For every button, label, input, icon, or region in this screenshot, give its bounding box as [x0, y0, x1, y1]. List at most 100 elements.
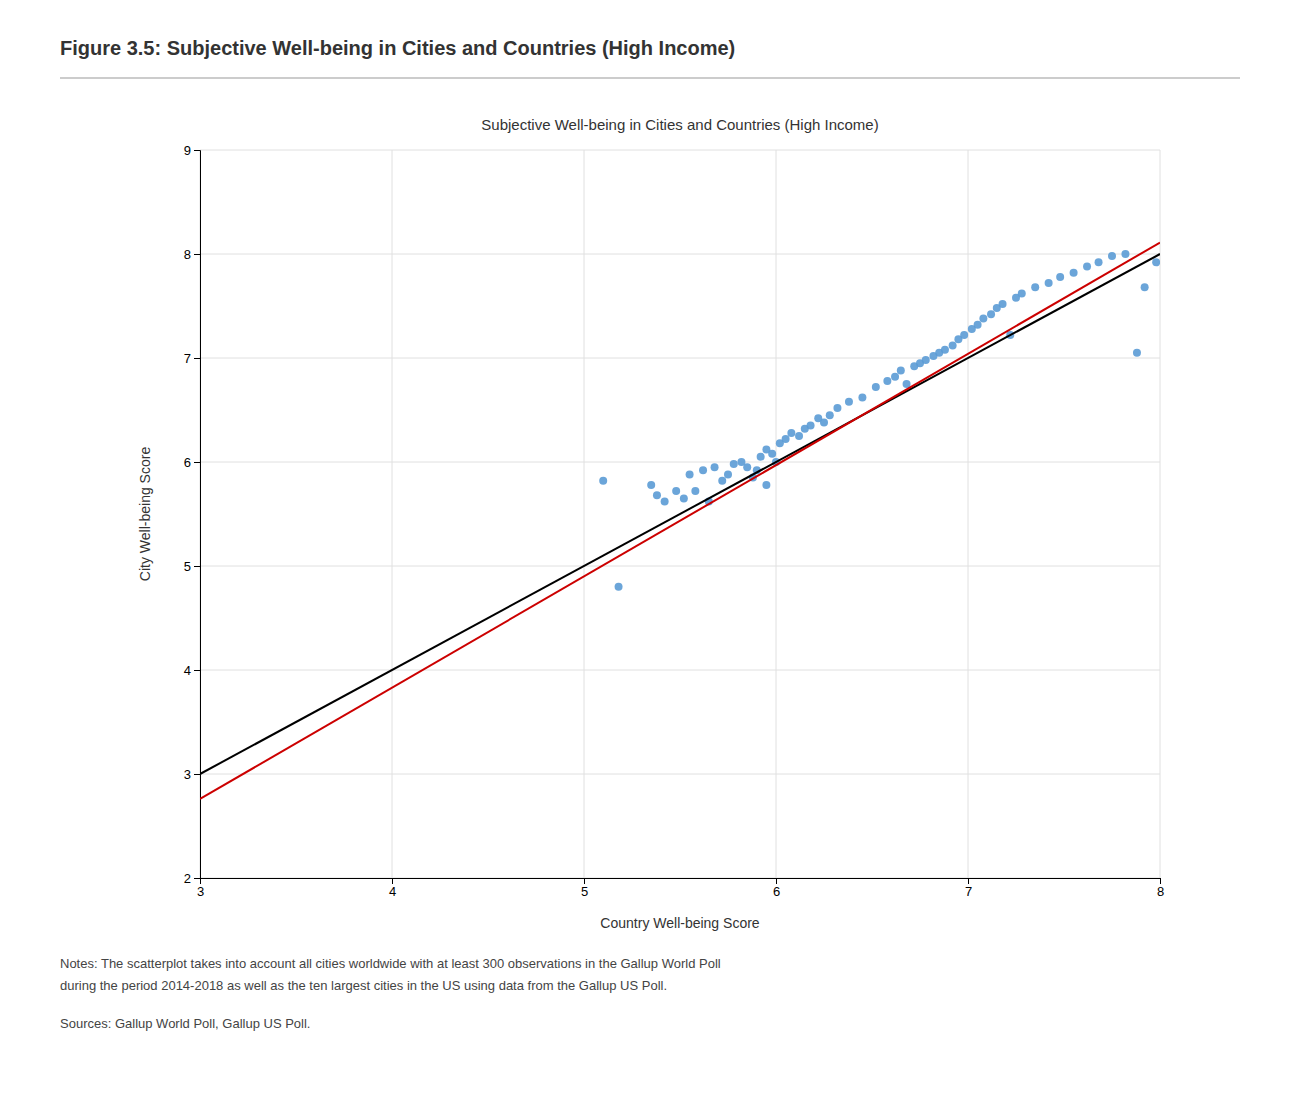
annotation: during the period 2014-2018 as well as t…: [60, 978, 667, 993]
point: [661, 498, 669, 506]
grid-line-y: [200, 462, 1160, 463]
figure-title: Figure 3.5: Subjective Well-being in Cit…: [60, 37, 735, 59]
tick-label: 6: [184, 455, 191, 470]
grid-line-x: [776, 150, 777, 878]
tick-label: 3: [197, 884, 204, 899]
tick-label: 4: [389, 884, 396, 899]
point: [845, 398, 853, 406]
point: [718, 477, 726, 485]
tick-label: 6: [773, 884, 780, 899]
tick: 7: [965, 878, 972, 899]
point: [858, 394, 866, 402]
point: [1108, 252, 1116, 260]
axis-line: [201, 879, 1161, 885]
tick: 6: [773, 878, 780, 899]
point: [768, 450, 776, 458]
point: [820, 418, 828, 426]
tick-mark: [392, 878, 393, 884]
point: [762, 481, 770, 489]
point: [787, 429, 795, 437]
tick-label: 3: [184, 767, 191, 782]
tick-label: 9: [184, 143, 191, 158]
tick-label: 4: [184, 663, 191, 678]
point: [1031, 283, 1039, 291]
point: [672, 487, 680, 495]
point: [1056, 273, 1064, 281]
point: [999, 300, 1007, 308]
point: [691, 487, 699, 495]
grid-line-y: [200, 566, 1160, 567]
tick-mark: [194, 566, 200, 567]
grid-line-y: [200, 358, 1160, 359]
point: [730, 460, 738, 468]
tick-mark: [194, 254, 200, 255]
point: [686, 470, 694, 478]
tick-mark: [584, 878, 585, 884]
point: [974, 321, 982, 329]
tick: 7: [184, 351, 200, 366]
point: [891, 373, 899, 381]
tick: 8: [184, 247, 200, 262]
tick: 5: [184, 559, 200, 574]
y-axis: 23456789: [184, 143, 201, 886]
tick: 6: [184, 455, 200, 470]
tick: 4: [184, 663, 200, 678]
tick-mark: [1160, 878, 1161, 884]
tick: 5: [581, 878, 588, 899]
axis-line: [194, 151, 201, 879]
tick-label: 8: [184, 247, 191, 262]
point: [711, 463, 719, 471]
grid-line-y: [200, 774, 1160, 775]
point: [757, 453, 765, 461]
tick-label: 5: [581, 884, 588, 899]
point: [1141, 283, 1149, 291]
point: [1070, 269, 1078, 277]
grid-line-y: [200, 150, 1160, 151]
point: [897, 366, 905, 374]
point: [872, 383, 880, 391]
grid: [200, 150, 1160, 878]
point: [699, 466, 707, 474]
point: [615, 583, 623, 591]
chart-title: Subjective Well-being in Cities and Coun…: [481, 116, 878, 133]
point: [1095, 258, 1103, 266]
grid-line-x: [968, 150, 969, 878]
point: [599, 477, 607, 485]
point: [922, 356, 930, 364]
point: [949, 342, 957, 350]
tick: 4: [389, 878, 396, 899]
point: [883, 377, 891, 385]
tick: 3: [197, 878, 204, 899]
tick-mark: [194, 774, 200, 775]
y-axis-label: City Well-being Score: [137, 447, 153, 582]
grid-line-x: [392, 150, 393, 878]
tick-mark: [776, 878, 777, 884]
tick-label: 8: [1157, 884, 1164, 899]
tick-mark: [194, 150, 200, 151]
annotation: Sources: Gallup World Poll, Gallup US Po…: [60, 1016, 310, 1031]
x-axis: 3 4 5 6 7 8: [197, 878, 1164, 899]
tick-mark: [194, 358, 200, 359]
point: [960, 331, 968, 339]
point: [647, 481, 655, 489]
tick-mark: [194, 878, 200, 879]
point: [1045, 279, 1053, 287]
point: [826, 411, 834, 419]
x-axis-label: Country Well-being Score: [600, 915, 759, 931]
point: [782, 435, 790, 443]
grid-line-y: [200, 254, 1160, 255]
annotation: Notes: The scatterplot takes into accoun…: [60, 956, 721, 971]
title-rule: [60, 78, 1240, 79]
grid-line-y: [200, 670, 1160, 671]
point: [653, 491, 661, 499]
point: [987, 310, 995, 318]
point: [795, 432, 803, 440]
tick-label: 7: [184, 351, 191, 366]
tick-mark: [968, 878, 969, 884]
scatter-series: [599, 250, 1160, 591]
point: [807, 422, 815, 430]
chart-root: Figure 3.5: Subjective Well-being in Cit…: [0, 0, 1300, 1098]
tick-label: 5: [184, 559, 191, 574]
tick: 9: [184, 143, 200, 158]
tick-mark: [194, 462, 200, 463]
